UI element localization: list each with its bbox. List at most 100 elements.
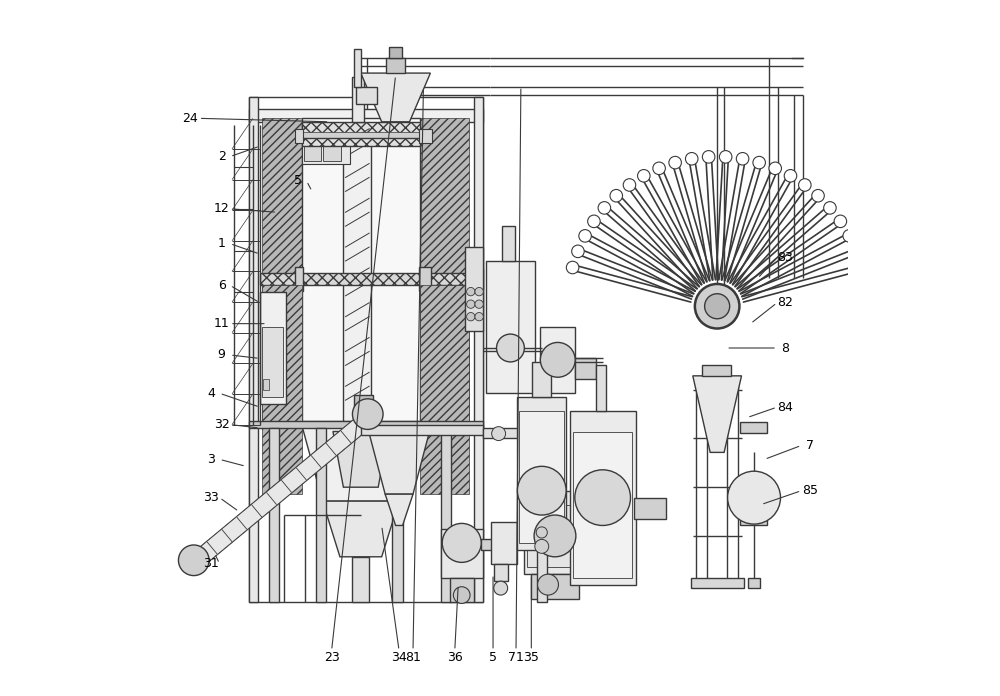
Bar: [450, 578, 474, 602]
Bar: [420, 285, 469, 494]
Bar: [537, 550, 547, 602]
Circle shape: [588, 215, 600, 228]
Circle shape: [784, 170, 797, 182]
Text: 4: 4: [207, 387, 215, 400]
Circle shape: [494, 581, 508, 595]
Circle shape: [566, 261, 579, 274]
Bar: [419, 129, 432, 143]
Bar: [691, 578, 744, 588]
Polygon shape: [368, 428, 430, 494]
Text: 7: 7: [806, 439, 814, 452]
Polygon shape: [361, 73, 430, 122]
Bar: [260, 292, 286, 404]
Text: 35: 35: [523, 651, 539, 664]
Circle shape: [653, 162, 665, 175]
Bar: [491, 522, 517, 564]
Bar: [483, 428, 524, 438]
Bar: [302, 122, 420, 139]
Text: 84: 84: [777, 401, 793, 413]
Text: 36: 36: [447, 651, 463, 664]
Text: 1: 1: [218, 237, 226, 250]
Bar: [295, 267, 303, 291]
Bar: [702, 365, 731, 376]
Circle shape: [467, 313, 475, 321]
Text: 24: 24: [182, 112, 198, 125]
Circle shape: [834, 215, 847, 228]
Bar: [262, 285, 302, 494]
Circle shape: [719, 150, 732, 163]
Circle shape: [540, 342, 575, 377]
Text: 83: 83: [777, 251, 793, 264]
Circle shape: [453, 587, 470, 603]
Text: 33: 33: [203, 491, 219, 504]
Bar: [249, 109, 483, 122]
Bar: [302, 136, 350, 164]
Bar: [262, 327, 283, 397]
Circle shape: [685, 152, 698, 165]
Bar: [263, 379, 269, 390]
Text: 12: 12: [214, 203, 229, 215]
Circle shape: [623, 179, 636, 191]
Text: 31: 31: [203, 557, 219, 570]
Bar: [494, 564, 508, 581]
Circle shape: [467, 300, 475, 308]
Circle shape: [843, 230, 855, 242]
Bar: [343, 143, 371, 421]
Circle shape: [442, 523, 481, 562]
Bar: [586, 525, 614, 560]
Bar: [441, 428, 451, 602]
Circle shape: [598, 202, 611, 214]
Bar: [420, 118, 469, 425]
Text: 32: 32: [214, 418, 229, 431]
Text: 82: 82: [777, 296, 793, 309]
Bar: [441, 529, 483, 578]
Text: 2: 2: [218, 150, 226, 163]
Circle shape: [769, 162, 781, 175]
Text: 85: 85: [802, 484, 818, 497]
Text: 11: 11: [214, 317, 229, 330]
Circle shape: [517, 466, 566, 515]
Circle shape: [705, 294, 730, 319]
Bar: [748, 578, 760, 588]
Bar: [481, 539, 495, 550]
Circle shape: [572, 245, 584, 258]
Bar: [740, 422, 767, 433]
Bar: [354, 49, 361, 87]
Bar: [740, 515, 767, 525]
Circle shape: [178, 545, 209, 576]
Bar: [386, 58, 405, 73]
Circle shape: [467, 287, 475, 296]
Bar: [352, 77, 364, 122]
Circle shape: [728, 471, 780, 524]
Text: 9: 9: [218, 349, 226, 361]
Circle shape: [753, 157, 765, 169]
Circle shape: [352, 399, 383, 429]
Circle shape: [475, 313, 483, 321]
Bar: [465, 247, 483, 331]
Circle shape: [536, 527, 547, 538]
Polygon shape: [333, 432, 389, 487]
Bar: [295, 129, 303, 143]
Circle shape: [492, 427, 506, 441]
Bar: [517, 397, 566, 550]
Bar: [531, 574, 579, 599]
Bar: [323, 139, 341, 161]
Polygon shape: [302, 425, 420, 501]
Bar: [262, 118, 302, 425]
Circle shape: [824, 202, 836, 214]
Text: 6: 6: [218, 279, 226, 292]
Circle shape: [799, 179, 811, 191]
Text: 71: 71: [508, 651, 524, 664]
Bar: [249, 97, 258, 602]
Text: 3: 3: [207, 453, 215, 466]
Circle shape: [535, 539, 549, 553]
Circle shape: [695, 284, 739, 329]
Text: 23: 23: [324, 651, 339, 664]
Text: 34: 34: [391, 651, 407, 664]
Circle shape: [497, 334, 524, 362]
Polygon shape: [385, 494, 413, 525]
Bar: [634, 498, 666, 519]
Bar: [352, 557, 369, 602]
Text: 5: 5: [489, 651, 497, 664]
Bar: [486, 261, 535, 393]
